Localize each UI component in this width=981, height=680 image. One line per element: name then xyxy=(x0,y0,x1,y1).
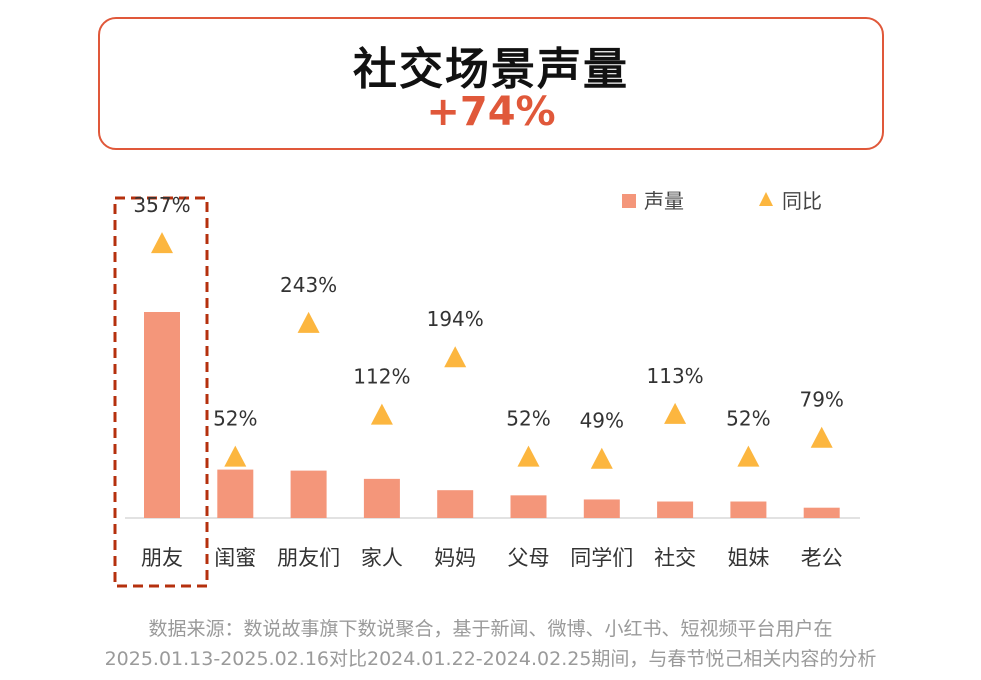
data-label-3: 112% xyxy=(353,365,410,389)
chart: 357% 52% 243% 112% 194% 52% 49% 113% 52% 79% 朋友 闺蜜… xyxy=(113,189,860,588)
category-label-3: 家人 xyxy=(361,546,403,570)
bar-2 xyxy=(290,470,327,518)
yoy-marker-8 xyxy=(737,445,760,467)
title-box: 社交场景声量 +74% xyxy=(98,17,884,150)
category-label-4: 妈妈 xyxy=(434,546,476,570)
data-label-1: 52% xyxy=(213,407,257,431)
yoy-marker-1 xyxy=(224,445,247,467)
legend-swatch-volume xyxy=(622,194,636,208)
category-label-7: 社交 xyxy=(654,546,696,570)
yoy-marker-0 xyxy=(151,232,173,254)
category-label-1: 闺蜜 xyxy=(214,546,256,570)
bar-4 xyxy=(437,490,474,518)
source-line-1: 数据来源：数说故事旗下数说聚合，基于新闻、微博、小红书、短视频平台用户在 xyxy=(148,618,833,640)
data-label-7: 113% xyxy=(647,364,704,388)
bar-7 xyxy=(657,501,694,518)
category-label-2: 朋友们 xyxy=(277,546,340,570)
data-label-5: 52% xyxy=(506,407,550,431)
data-label-6: 49% xyxy=(580,409,624,433)
data-label-4: 194% xyxy=(427,307,484,331)
bar-5 xyxy=(510,495,547,518)
bar-9 xyxy=(803,507,840,518)
yoy-marker-4 xyxy=(444,346,467,368)
yoy-marker-7 xyxy=(664,402,687,424)
legend-label-yoy: 同比 xyxy=(782,189,822,213)
category-label-0: 朋友 xyxy=(141,546,183,570)
yoy-marker-2 xyxy=(297,311,320,333)
legend-marker-yoy xyxy=(759,192,773,206)
data-label-8: 52% xyxy=(726,407,770,431)
category-label-6: 同学们 xyxy=(570,546,633,570)
source-line-2: 2025.01.13-2025.02.16对比2024.01.22-2024.0… xyxy=(104,648,877,670)
chart-title: 社交场景声量 xyxy=(353,44,629,95)
data-label-0: 357% xyxy=(133,193,190,217)
yoy-marker-3 xyxy=(370,403,393,425)
bar-3 xyxy=(363,478,400,518)
yoy-marker-5 xyxy=(517,445,540,467)
bar-0 xyxy=(144,312,180,518)
bar-8 xyxy=(730,501,767,518)
bar-1 xyxy=(217,469,254,518)
data-label-9: 79% xyxy=(799,388,843,412)
category-label-9: 老公 xyxy=(801,546,843,570)
category-label-5: 父母 xyxy=(508,546,550,570)
bar-6 xyxy=(583,499,620,518)
growth-value: +74% xyxy=(426,89,556,135)
category-label-8: 姐妹 xyxy=(727,546,769,570)
yoy-marker-9 xyxy=(810,426,833,448)
yoy-marker-6 xyxy=(590,447,613,469)
data-label-2: 243% xyxy=(280,273,337,297)
legend-label-volume: 声量 xyxy=(644,189,684,213)
